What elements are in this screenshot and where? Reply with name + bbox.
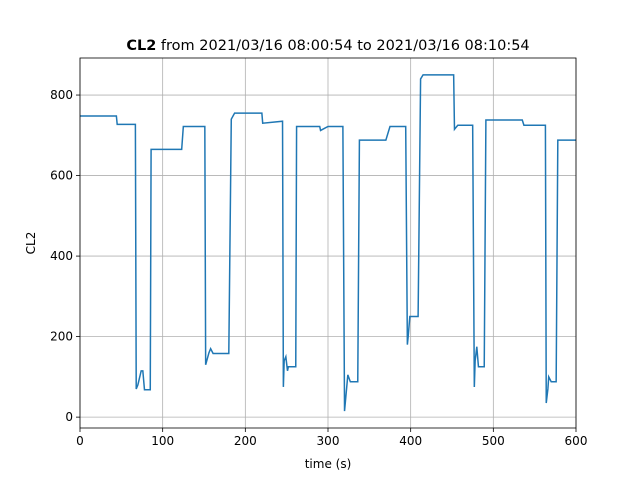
title-bold: CL2 [126,38,156,54]
x-tick-label: 400 [399,434,422,448]
y-tick-label: 0 [65,410,73,424]
title-rest: from 2021/03/16 08:00:54 to 2021/03/16 0… [161,38,530,54]
x-tick-label: 300 [317,434,340,448]
y-tick-label: 600 [50,169,73,183]
y-tick-label: 200 [50,330,73,344]
x-tick-label: 500 [482,434,505,448]
y-axis-label: CL2 [24,232,38,255]
y-tick-label: 400 [50,249,73,263]
plot-frame [79,57,577,429]
data-line [80,74,576,412]
x-tick-label: 200 [234,434,257,448]
y-tick-label: 800 [50,88,73,102]
x-tick-label: 100 [151,434,174,448]
x-axis-label: time (s) [305,457,352,471]
x-tick-label: 600 [565,434,588,448]
x-tick-label: 0 [76,434,84,448]
chart-title: CL2 from 2021/03/16 08:00:54 to 2021/03/… [126,38,529,54]
